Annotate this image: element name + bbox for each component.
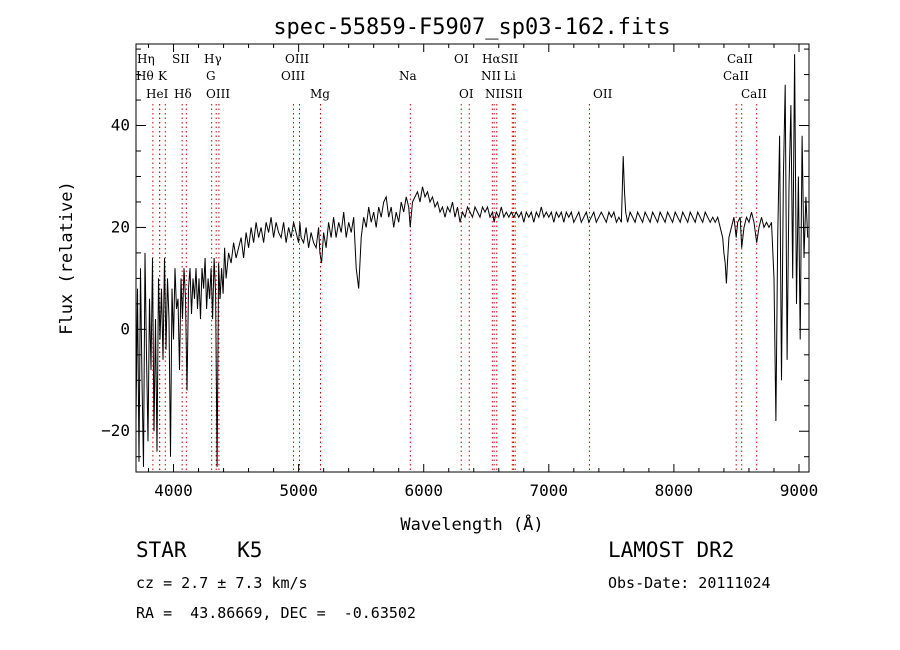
line-label-r2-5: NIISII: [485, 87, 523, 101]
line-label-r0-5: HαSII: [482, 52, 519, 66]
y-axis: −20 0 20 40: [101, 48, 809, 458]
y-axis-label: Flux (relative): [57, 181, 77, 335]
x-tick-label-2: 6000: [404, 481, 443, 500]
chart-title: spec-55859-F5907_sp03-162.fits: [273, 15, 670, 40]
y-tick-label-2: 20: [111, 217, 130, 236]
line-label-r0-6: CaII: [727, 52, 753, 66]
line-label-r0-2: Hγ: [204, 52, 222, 66]
line-label-r0-4: OI: [454, 52, 469, 66]
line-label-r2-7: CaII: [741, 87, 767, 101]
line-label-r1-6: Li: [504, 69, 516, 83]
line-label-r0-0: Hη: [137, 52, 155, 66]
line-label-r2-0: HeI: [146, 87, 169, 101]
spectrum-line: [135, 54, 809, 467]
line-label-r1-7: CaII: [723, 69, 749, 83]
line-label-r2-6: OII: [593, 87, 613, 101]
survey-name: LAMOST DR2: [608, 538, 735, 562]
x-axis-label: Wavelength (Å): [400, 513, 543, 535]
x-tick-label-0: 4000: [154, 481, 193, 500]
line-label-r1-1: K: [158, 69, 168, 83]
line-label-r2-4: OI: [459, 87, 474, 101]
line-label-r2-2: OIII: [206, 87, 230, 101]
redshift-velocity: cz = 2.7 ± 7.3 km/s: [136, 574, 308, 592]
line-label-r2-3: Mg: [310, 87, 330, 101]
line-label-r0-3: OIII: [285, 52, 309, 66]
line-label-r2-1: Hδ: [174, 87, 192, 101]
x-tick-label-4: 8000: [655, 481, 694, 500]
line-label-r1-5: NII: [481, 69, 501, 83]
line-label-r0-1: SII: [172, 52, 190, 66]
x-tick-label-5: 9000: [780, 481, 819, 500]
object-class: STAR: [136, 538, 187, 562]
x-tick-label-3: 7000: [530, 481, 569, 500]
object-class-label: STAR K5: [136, 538, 262, 562]
plot-frame: [135, 43, 810, 473]
line-label-r1-0: Hθ: [136, 69, 154, 83]
y-tick-label-3: 40: [111, 116, 130, 135]
y-tick-label-1: 0: [120, 319, 130, 338]
line-label-r1-2: G: [206, 69, 216, 83]
spectral-line-markers: [152, 104, 758, 472]
observation-date: Obs-Date: 20111024: [608, 574, 771, 592]
sky-coordinates: RA = 43.86669, DEC = -0.63502: [136, 604, 416, 622]
y-tick-label-0: −20: [101, 421, 130, 440]
x-axis: 4000 5000 6000 7000 8000 9000: [148, 44, 819, 500]
object-subclass: K5: [237, 538, 263, 562]
x-tick-label-1: 5000: [279, 481, 318, 500]
line-label-r1-4: Na: [399, 69, 417, 83]
line-label-r1-3: OIII: [281, 69, 305, 83]
spectral-line-labels: Hη SII Hγ OIII OI HαSII CaII Hθ K G OIII Na NII Li CaI…: [136, 52, 767, 101]
